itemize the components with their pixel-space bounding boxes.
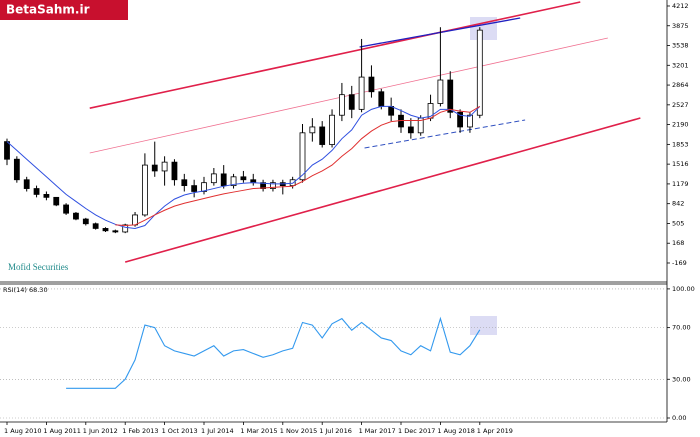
y-tick-label: 2190 xyxy=(672,121,689,129)
main-pane xyxy=(4,1,641,263)
y-tick-label: 1853 xyxy=(672,140,689,148)
candle-body xyxy=(407,126,414,134)
watermark: Mofid Securities xyxy=(8,262,69,272)
x-tick-label: 1 Mar 2017 xyxy=(359,427,396,435)
x-tick-label: 1 Feb 2013 xyxy=(122,427,158,435)
candle-body xyxy=(33,188,40,195)
candle-body xyxy=(467,114,473,128)
candle-body xyxy=(210,173,217,184)
candle-body xyxy=(457,111,464,128)
candle-body xyxy=(447,79,454,113)
rsi-line xyxy=(66,316,481,389)
candle-body xyxy=(270,182,276,189)
logo: BetaSahm.ir xyxy=(6,3,90,17)
y-tick-label: 100.00 xyxy=(672,285,695,293)
candle-body xyxy=(329,114,335,145)
candle-body xyxy=(181,179,188,187)
x-tick-label: 1 Mar 2015 xyxy=(240,427,277,435)
candle-body xyxy=(220,173,227,187)
x-tick-label: 1 Dec 2017 xyxy=(398,427,435,435)
y-tick-label: 2864 xyxy=(672,81,689,89)
trendline xyxy=(89,37,608,154)
trendline xyxy=(89,1,581,109)
candle-body xyxy=(309,126,316,134)
y-tick-label: 505 xyxy=(672,219,684,227)
y-tick-label: 3201 xyxy=(672,61,689,69)
candle-body xyxy=(112,230,119,233)
candle-body xyxy=(191,185,198,192)
y-tick-label: 1516 xyxy=(672,160,689,168)
y-tick-label: 1179 xyxy=(672,180,689,188)
candle-body xyxy=(102,228,109,232)
y-tick-label: 4212 xyxy=(672,2,689,10)
x-tick-label: 1 Jun 2012 xyxy=(83,427,118,435)
y-tick-label: 168 xyxy=(672,239,684,247)
candle-body xyxy=(299,132,306,181)
x-tick-label: 1 Aug 2010 xyxy=(4,427,42,435)
y-tick-label: 3875 xyxy=(672,22,689,30)
candle-body xyxy=(348,94,355,110)
x-tick-label: 1 Aug 2018 xyxy=(437,427,475,435)
x-tick-label: 1 Aug 2011 xyxy=(43,427,81,435)
indicator-label: RSI(14) 68.30 xyxy=(3,286,48,294)
candle-body xyxy=(141,164,148,216)
x-tick-label: 1 Apr 2019 xyxy=(477,427,513,435)
x-tick-label: 1 Nov 2015 xyxy=(280,427,318,435)
candle-body xyxy=(260,182,267,189)
candle-body xyxy=(151,164,158,172)
trendline xyxy=(124,117,641,263)
moving-average xyxy=(115,105,481,227)
candle-body xyxy=(476,29,483,116)
candle-body xyxy=(358,76,365,110)
candle-body xyxy=(73,212,79,220)
y-tick-label: 30.00 xyxy=(672,375,691,383)
y-tick-label: 0.00 xyxy=(672,414,686,422)
logo-box xyxy=(0,0,128,20)
candle-body xyxy=(388,106,395,116)
candle-body xyxy=(53,196,60,206)
candle-body xyxy=(240,176,247,181)
highlight-box xyxy=(470,17,497,40)
candle-body xyxy=(43,194,50,198)
candle-body xyxy=(132,214,138,226)
x-tick-label: 1 Jul 2014 xyxy=(201,427,234,435)
candle-body xyxy=(230,176,237,187)
candle-body xyxy=(171,161,178,181)
candle-body xyxy=(82,218,89,225)
moving-average xyxy=(6,105,481,229)
candle-body xyxy=(338,94,345,116)
candle-body xyxy=(13,158,20,181)
y-tick-label: -169 xyxy=(672,259,687,267)
candle-body xyxy=(437,79,444,104)
candle-body xyxy=(92,223,99,229)
x-tick-label: 1 Jul 2016 xyxy=(319,427,352,435)
candle-body xyxy=(201,182,207,192)
y-tick-label: 842 xyxy=(672,200,684,208)
y-tick-label: 70.00 xyxy=(672,324,691,332)
trendline xyxy=(364,119,526,149)
candle-body xyxy=(4,141,10,160)
y-tick-label: 2527 xyxy=(672,101,689,109)
candle-body xyxy=(161,161,168,172)
y-tick-label: 3538 xyxy=(672,42,689,50)
candle-body xyxy=(63,204,69,214)
candle-body xyxy=(122,224,129,233)
x-tick-label: 1 Oct 2013 xyxy=(162,427,198,435)
candle-body xyxy=(319,126,326,145)
highlight-box xyxy=(470,316,497,335)
candle-body xyxy=(378,91,385,107)
candle-body xyxy=(23,179,30,189)
candle-body xyxy=(368,76,375,93)
